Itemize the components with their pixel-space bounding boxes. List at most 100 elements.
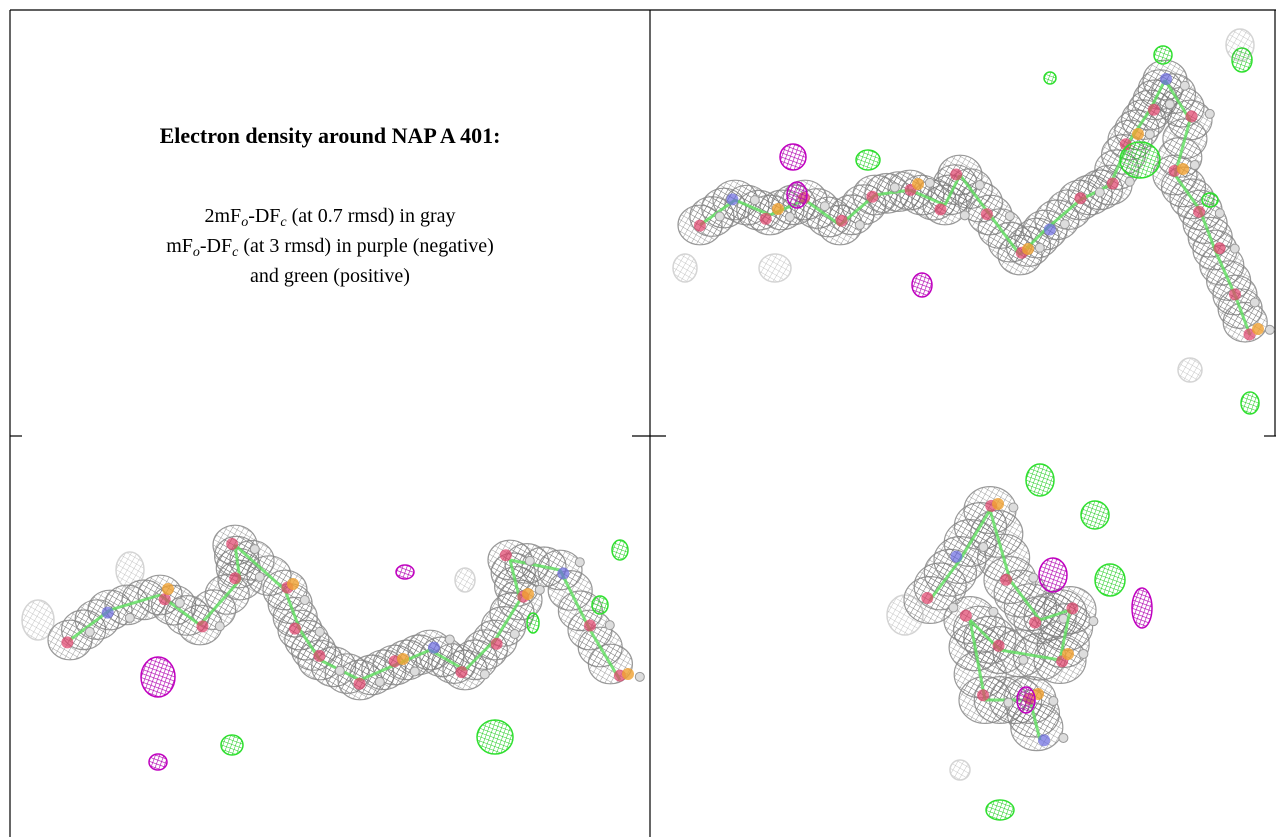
bond (1173, 174, 1202, 211)
caption-title: Electron density around NAP A 401: (159, 123, 501, 148)
hydrogen (988, 606, 999, 617)
positive-density (1201, 192, 1219, 208)
positive-density (1094, 563, 1126, 597)
bond (463, 638, 497, 672)
positive-density (611, 539, 629, 561)
atom (835, 214, 848, 227)
text: mF (166, 235, 193, 257)
atom (866, 190, 879, 203)
hydrogen (574, 557, 585, 568)
hydrogen (1229, 243, 1240, 254)
hydrogen (1078, 648, 1089, 659)
text: -DF (248, 205, 281, 227)
atom (229, 572, 242, 585)
hydrogen (1028, 572, 1039, 583)
hydrogen (1059, 219, 1070, 230)
hydrogen (1048, 696, 1059, 707)
atom (1177, 163, 1189, 175)
text: -DF (199, 235, 233, 257)
hydrogen (978, 542, 989, 553)
hydrogen (634, 671, 645, 682)
atom (287, 578, 299, 590)
hydrogen (1264, 324, 1275, 335)
hydrogen (714, 211, 725, 222)
atom (1043, 223, 1056, 236)
hydrogen (948, 602, 959, 613)
hydrogen (1204, 108, 1215, 119)
atom (226, 537, 239, 550)
negative-density (779, 143, 807, 171)
bond (1058, 609, 1072, 661)
atom (313, 649, 326, 662)
atom (557, 567, 570, 580)
bond (233, 543, 287, 592)
subscript: o (192, 245, 200, 260)
hydrogen (299, 595, 310, 606)
noise-mesh (454, 567, 476, 593)
bond (198, 579, 242, 626)
negative-density (395, 564, 415, 580)
atom (992, 639, 1005, 652)
atom (1029, 616, 1042, 629)
atom (158, 593, 171, 606)
hydrogen (959, 210, 970, 221)
negative-density (1016, 686, 1036, 714)
atom (921, 591, 934, 604)
atom (522, 588, 534, 600)
hydrogen (1018, 654, 1029, 665)
subscript: c (280, 215, 287, 230)
atom (162, 583, 174, 595)
subscript: c (232, 245, 239, 260)
bond (988, 509, 1012, 581)
atom (1228, 288, 1241, 301)
bond (1163, 79, 1192, 121)
hydrogen (84, 626, 95, 637)
atom (1160, 73, 1173, 86)
noise-mesh (115, 551, 145, 589)
hydrogen (604, 620, 615, 631)
atom (61, 636, 74, 649)
positive-density (985, 799, 1015, 821)
hydrogen (214, 621, 225, 632)
positive-density (1240, 391, 1260, 415)
positive-density (855, 149, 881, 171)
atom (455, 666, 468, 679)
atom (289, 622, 302, 635)
atom (196, 620, 209, 633)
atom (1147, 103, 1160, 116)
hydrogen (314, 626, 325, 637)
bond (109, 593, 161, 612)
atom (1193, 205, 1206, 218)
atom (622, 668, 634, 680)
hydrogen (1189, 160, 1200, 171)
hydrogen (249, 544, 260, 555)
bond (1008, 579, 1042, 621)
bond (958, 174, 992, 216)
atom (934, 203, 947, 216)
hydrogen (479, 669, 490, 680)
negative-density (786, 181, 808, 209)
noise-mesh (949, 759, 971, 781)
text: 2mF (204, 205, 242, 227)
positive-density (1080, 500, 1110, 530)
hydrogen (334, 665, 345, 676)
noise-mesh (1225, 28, 1255, 62)
bond (734, 198, 771, 217)
hydrogen (1088, 616, 1099, 627)
atom (1038, 734, 1051, 747)
hydrogen (254, 571, 265, 582)
negative-density (1038, 557, 1068, 593)
atom (1062, 648, 1074, 660)
atom (950, 550, 963, 563)
atom (772, 203, 784, 215)
hydrogen (819, 201, 830, 212)
hydrogen (1003, 697, 1014, 708)
atom (912, 178, 924, 190)
bond (558, 569, 592, 631)
hydrogen (174, 597, 185, 608)
hydrogen (1034, 242, 1045, 253)
atom (693, 219, 706, 232)
hydrogen (509, 629, 520, 640)
positive-density (1025, 463, 1055, 497)
